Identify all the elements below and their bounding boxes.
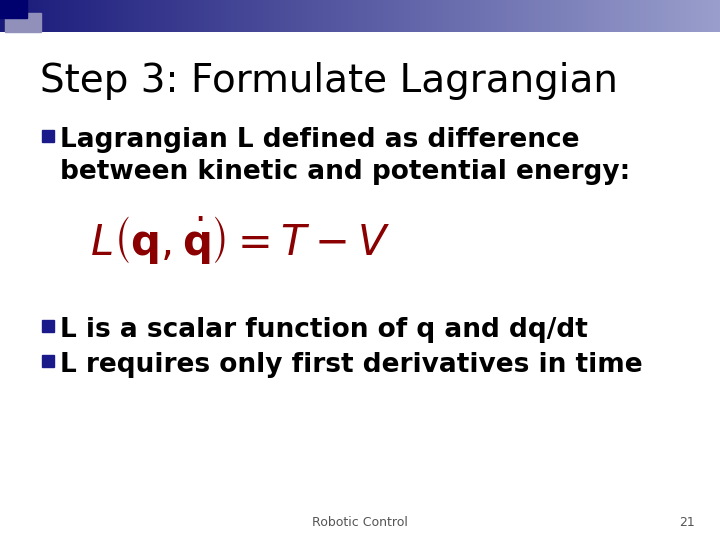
Bar	[42, 355, 54, 367]
Bar	[42, 130, 54, 142]
Text: $L\left(\mathbf{q},\dot{\mathbf{q}}\right) = T - V$: $L\left(\mathbf{q},\dot{\mathbf{q}}\righ…	[90, 214, 390, 266]
Text: L is a scalar function of q and dq/dt: L is a scalar function of q and dq/dt	[60, 317, 588, 343]
Text: Lagrangian L defined as difference: Lagrangian L defined as difference	[60, 127, 580, 153]
Bar	[0, 0, 27, 18]
Bar	[5, 13, 41, 32]
Text: 21: 21	[679, 516, 695, 529]
Text: Step 3: Formulate Lagrangian: Step 3: Formulate Lagrangian	[40, 62, 618, 100]
Text: Robotic Control: Robotic Control	[312, 516, 408, 529]
Text: L requires only first derivatives in time: L requires only first derivatives in tim…	[60, 352, 643, 378]
Text: between kinetic and potential energy:: between kinetic and potential energy:	[60, 159, 630, 185]
Bar	[42, 320, 54, 332]
